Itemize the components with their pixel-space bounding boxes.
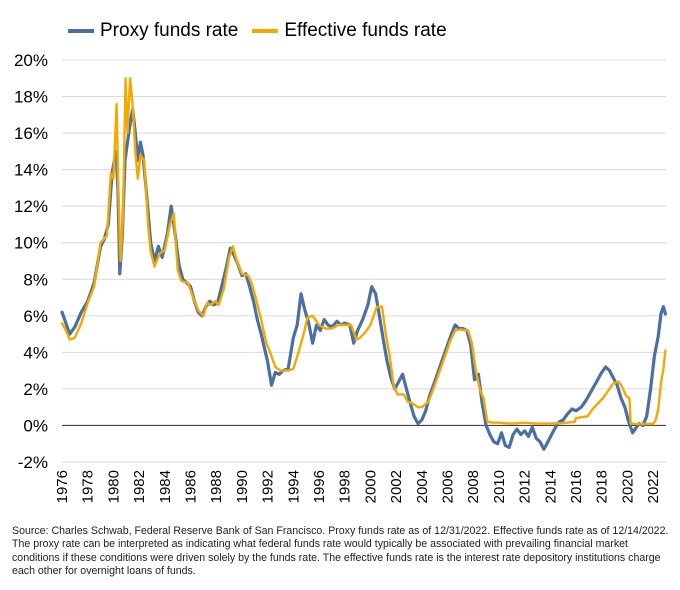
legend-item-proxy: Proxy funds rate [68,20,238,42]
x-tick-label: 1992 [260,470,277,503]
y-tick-label: 2% [23,380,48,399]
legend-swatch-effective [252,29,279,33]
x-tick-label: 2006 [440,470,457,503]
x-tick-label: 1986 [183,470,200,503]
y-tick-label: 6% [23,307,48,326]
x-tick-label: 1990 [234,470,251,503]
legend-swatch-proxy [68,29,94,33]
y-axis-ticks: -2% 0% 2% 4% 6% 8% 10% 12% 14% 16% 18% 20% [14,51,48,472]
effective-series-group [60,77,667,426]
legend: Proxy funds rate Effective funds rate [68,20,461,42]
y-tick-label: 12% [14,197,48,216]
x-tick-label: 2004 [414,470,431,503]
legend-item-effective: Effective funds rate [252,20,447,42]
source-note: Source: Charles Schwab, Federal Reserve … [12,525,669,578]
x-tick-label: 2000 [362,470,379,503]
x-tick-label: 1996 [311,470,328,503]
x-tick-label: 2014 [542,470,559,503]
proxy-funds-rate-line [60,107,667,451]
proxy-series-group [60,107,667,451]
effective-funds-rate-line [60,77,667,426]
y-tick-label: 14% [14,161,48,180]
x-tick-label: 2008 [465,470,482,503]
x-tick-label: 1988 [208,470,225,503]
y-tick-label: 20% [14,51,48,70]
x-tick-label: 1976 [54,470,71,503]
x-tick-label: 2010 [491,470,508,503]
x-tick-label: 1978 [80,470,97,503]
legend-label-proxy: Proxy funds rate [100,20,239,41]
x-tick-label: 2012 [517,470,534,503]
y-tick-label: 8% [23,270,48,289]
y-tick-label: -2% [18,453,48,472]
x-tick-label: 2022 [645,470,662,503]
x-tick-label: 1982 [131,470,148,503]
x-tick-label: 1980 [105,470,122,503]
y-tick-label: 18% [14,88,48,107]
x-axis-ticks: 1976 1978 1980 1982 1984 1986 1988 1990 1992 1994… [54,470,662,503]
x-tick-label: 2016 [568,470,585,503]
x-tick-label: 2002 [388,470,405,503]
legend-label-effective: Effective funds rate [284,20,447,41]
y-tick-label: 4% [23,343,48,362]
y-tick-label: 0% [23,416,48,435]
y-tick-label: 10% [14,234,48,253]
x-tick-label: 1998 [337,470,354,503]
y-tick-label: 16% [14,124,48,143]
x-tick-label: 1984 [157,470,174,503]
x-tick-label: 2020 [619,470,636,503]
x-tick-label: 1994 [285,470,302,503]
x-tick-label: 2018 [594,470,611,503]
line-chart: -2% 0% 2% 4% 6% 8% 10% 12% 14% 16% 18% 20% 1976 1978… [14,51,667,503]
